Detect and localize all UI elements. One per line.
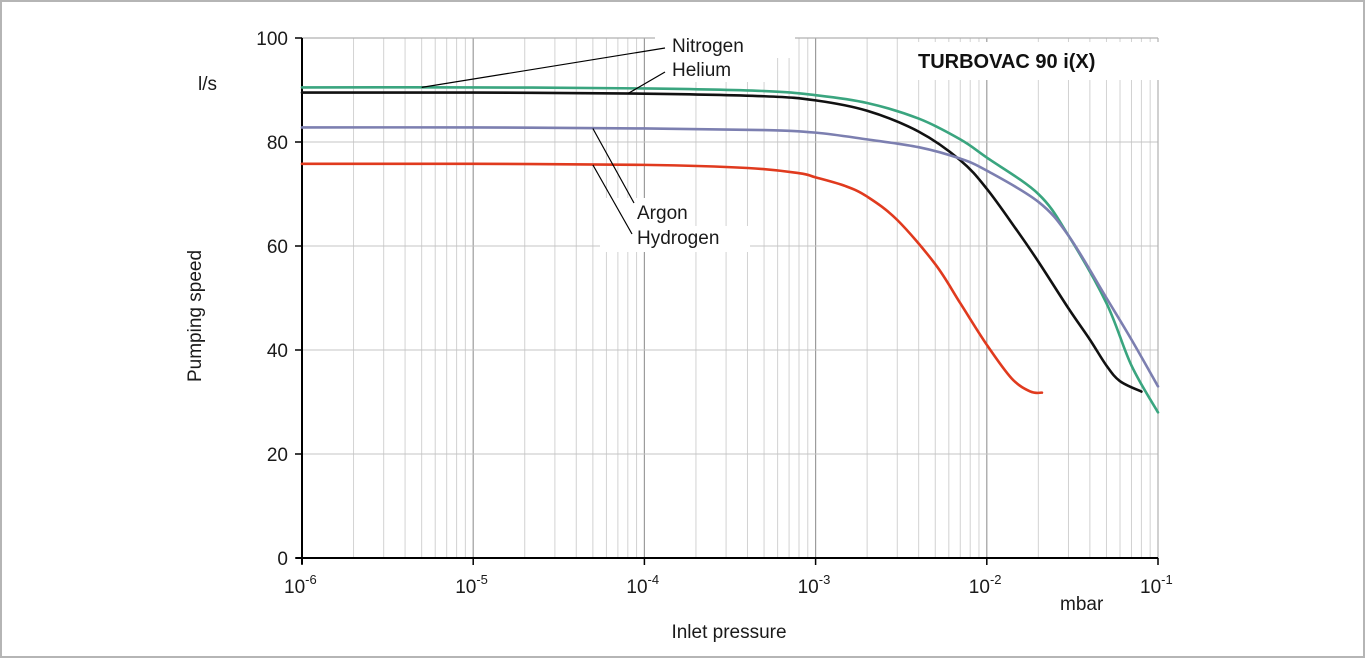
callout-background — [600, 198, 680, 226]
callout-leader-argon — [592, 128, 635, 204]
x-tick-base: 10 — [626, 577, 647, 598]
x-tick-exponent: -1 — [1161, 572, 1173, 587]
x-tick-exponent: -2 — [990, 572, 1002, 587]
series-label-nitrogen: Nitrogen — [672, 36, 744, 57]
x-tick-base: 10 — [455, 577, 476, 598]
series-label-helium: Helium — [672, 60, 731, 81]
callout-background — [600, 226, 750, 252]
x-tick-exponent: -4 — [648, 572, 660, 587]
y-tick-label: 20 — [267, 445, 288, 466]
y-tick-labels: 0 20 40 60 80 100 — [256, 29, 288, 570]
axes — [295, 37, 1159, 565]
callout-leader-helium — [627, 71, 666, 95]
x-tick-base: 10 — [969, 577, 990, 598]
callout-background — [655, 58, 765, 82]
x-axis-unit: mbar — [1060, 594, 1104, 615]
major-gridlines — [302, 37, 1159, 558]
x-axis-label: Inlet pressure — [671, 622, 786, 643]
y-tick-label: 100 — [256, 29, 288, 50]
y-tick-label: 80 — [267, 133, 288, 154]
series-line-helium — [300, 91, 1143, 393]
x-tick-labels: 10-6 10-5 10-4 10-3 10-2 10-1 — [284, 572, 1173, 598]
x-tick-label: 10-6 — [284, 572, 317, 598]
chart-title: TURBOVAC 90 i(X) — [918, 51, 1095, 73]
y-tick-label: 40 — [267, 341, 288, 362]
callout-leader-nitrogen — [421, 47, 666, 88]
series-line-nitrogen — [300, 86, 1160, 414]
minor-gridlines — [353, 38, 1151, 558]
x-tick-label: 10-2 — [969, 572, 1002, 598]
x-tick-label: 10-4 — [626, 572, 659, 598]
y-tick-label: 0 — [277, 549, 288, 570]
y-tick-label: 60 — [267, 237, 288, 258]
x-tick-exponent: -3 — [819, 572, 831, 587]
x-tick-base: 10 — [1140, 577, 1161, 598]
x-tick-base: 10 — [284, 577, 305, 598]
x-tick-base: 10 — [798, 577, 819, 598]
x-tick-exponent: -6 — [305, 572, 317, 587]
series-label-argon: Argon — [637, 203, 688, 224]
series-lines — [300, 86, 1160, 414]
series-callouts: Nitrogen Helium Argon Hydrogen — [421, 30, 795, 252]
series-label-hydrogen: Hydrogen — [637, 228, 719, 249]
x-tick-exponent: -5 — [476, 572, 488, 587]
x-tick-label: 10-3 — [798, 572, 831, 598]
title-background — [905, 42, 1160, 80]
callout-background — [655, 30, 795, 58]
x-tick-label: 10-1 — [1140, 572, 1173, 598]
series-line-argon — [300, 126, 1160, 388]
y-axis-label: Pumping speed — [185, 250, 206, 382]
callout-leader-hydrogen — [592, 164, 633, 235]
y-axis-unit: l/s — [198, 74, 217, 95]
x-tick-label: 10-5 — [455, 572, 488, 598]
series-line-hydrogen — [300, 162, 1044, 395]
y-unit-background — [190, 70, 240, 98]
